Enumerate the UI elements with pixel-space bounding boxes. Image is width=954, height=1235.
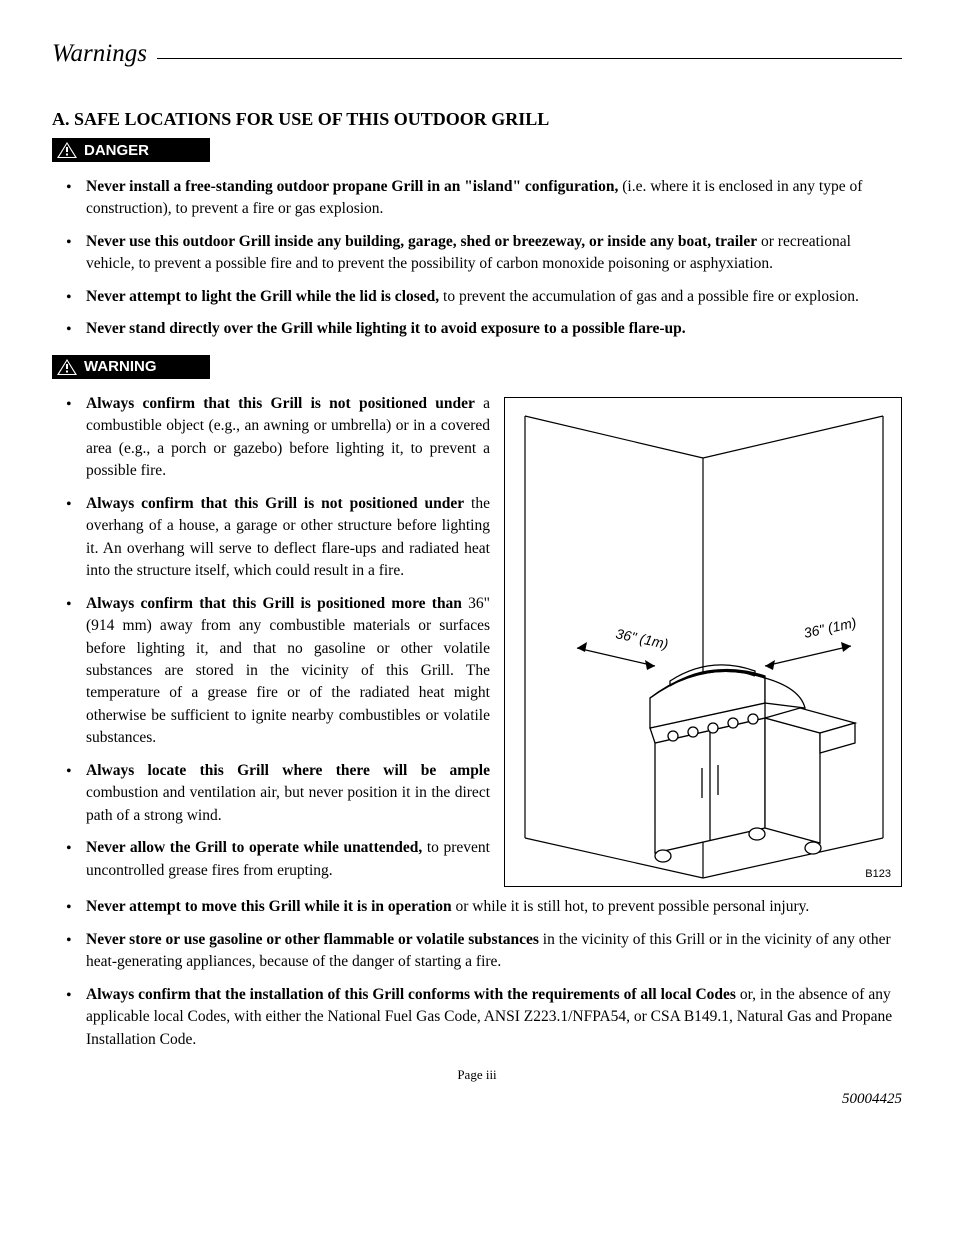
warning-list-left: Always confirm that this Grill is not po… [52, 393, 490, 882]
list-item: Always confirm that this Grill is positi… [66, 593, 490, 750]
list-item: Never install a free-standing outdoor pr… [66, 176, 902, 221]
header-rule [52, 58, 902, 59]
list-item: Always confirm that this Grill is not po… [66, 393, 490, 483]
list-item: Never attempt to move this Grill while i… [66, 896, 902, 918]
warning-list-full: Never attempt to move this Grill while i… [52, 896, 902, 1051]
dim-left-text: 36" (1m) [614, 625, 669, 652]
list-item: Never stand directly over the Grill whil… [66, 318, 902, 340]
warning-left-col: Always confirm that this Grill is not po… [52, 393, 490, 896]
list-item: Never allow the Grill to operate while u… [66, 837, 490, 882]
danger-label: DANGER [84, 142, 149, 159]
danger-badge: DANGER [52, 138, 210, 162]
clearance-figure: 36" (1m) 36" (1m) [504, 397, 902, 887]
page-number: Page iii [52, 1067, 902, 1083]
warning-badge: WARNING [52, 355, 210, 379]
list-item: Always confirm that this Grill is not po… [66, 493, 490, 583]
list-item: Never use this outdoor Grill inside any … [66, 231, 902, 276]
warning-two-col: Always confirm that this Grill is not po… [52, 393, 902, 896]
warning-triangle-icon [56, 141, 78, 159]
page-title: Warnings [52, 40, 157, 68]
warning-label: WARNING [84, 358, 157, 375]
page-header: Warnings [52, 40, 902, 59]
list-item: Never attempt to light the Grill while t… [66, 286, 902, 308]
list-item: Always locate this Grill where there wil… [66, 760, 490, 827]
list-item: Never store or use gasoline or other fla… [66, 929, 902, 974]
document-number: 50004425 [52, 1091, 902, 1108]
section-a-heading: A. SAFE LOCATIONS FOR USE OF THIS OUTDOO… [52, 109, 902, 130]
danger-list: Never install a free-standing outdoor pr… [52, 176, 902, 341]
warning-triangle-icon [56, 358, 78, 376]
dim-right-text: 36" (1m) [802, 614, 857, 641]
figure-label: B123 [865, 868, 891, 880]
grill-clearance-diagram: 36" (1m) 36" (1m) [505, 398, 903, 888]
list-item: Always confirm that the installation of … [66, 984, 902, 1051]
